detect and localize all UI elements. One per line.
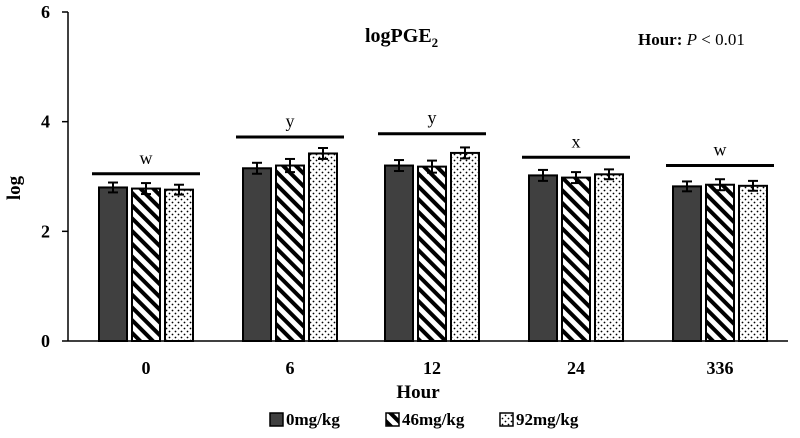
- bar-92mg/kg: [450, 151, 480, 342]
- bars: [98, 146, 768, 342]
- group-letter: w: [140, 148, 153, 168]
- group-letter: w: [714, 140, 727, 160]
- legend-label: 92mg/kg: [516, 410, 579, 429]
- group-letter: x: [572, 131, 581, 151]
- y-tick-label: 0: [41, 331, 50, 351]
- x-tick-label: 336: [707, 358, 734, 378]
- bar-92mg/kg: [308, 152, 338, 342]
- bar-92mg/kg: [594, 173, 624, 342]
- bar-0mg/kg: [528, 174, 558, 342]
- legend-label: 0mg/kg: [286, 410, 340, 429]
- y-tick-label: 2: [41, 221, 50, 241]
- x-axis-label: Hour: [396, 382, 440, 403]
- x-ticks: 0 6 12 24 336: [142, 358, 734, 378]
- legend: 0mg/kg 46mg/kg 92mg/kg: [269, 410, 579, 429]
- bar-46mg/kg: [561, 176, 591, 342]
- legend-swatch: [499, 412, 514, 427]
- bar-0mg/kg: [98, 186, 128, 342]
- bar-0mg/kg: [242, 167, 272, 342]
- x-tick-label: 24: [567, 358, 585, 378]
- chart-title: logPGE2: [365, 25, 438, 50]
- legend-label: 46mg/kg: [402, 410, 465, 429]
- x-tick-label: 6: [286, 358, 295, 378]
- legend-swatch: [385, 412, 400, 427]
- bar-46mg/kg: [417, 165, 447, 342]
- y-tick-label: 6: [41, 2, 50, 22]
- y-axis-label: log: [4, 175, 25, 200]
- y-ticks: 0 2 4 6: [41, 2, 68, 351]
- bar-0mg/kg: [672, 185, 702, 342]
- bar-0mg/kg: [384, 164, 414, 342]
- y-tick-label: 4: [41, 112, 50, 132]
- group-letter: y: [286, 111, 295, 131]
- bar-46mg/kg: [275, 164, 305, 342]
- group-letters: w y y x w: [92, 108, 774, 176]
- group-letter: y: [428, 108, 437, 128]
- x-tick-label: 12: [423, 358, 441, 378]
- bar-46mg/kg: [131, 187, 161, 342]
- bar-92mg/kg: [164, 188, 194, 342]
- x-tick-label: 0: [142, 358, 151, 378]
- bar-92mg/kg: [738, 184, 768, 342]
- stat-annotation: Hour: P < 0.01: [638, 30, 745, 49]
- legend-swatch: [269, 412, 284, 427]
- bar-46mg/kg: [705, 183, 735, 342]
- title-subscript: 2: [432, 35, 439, 50]
